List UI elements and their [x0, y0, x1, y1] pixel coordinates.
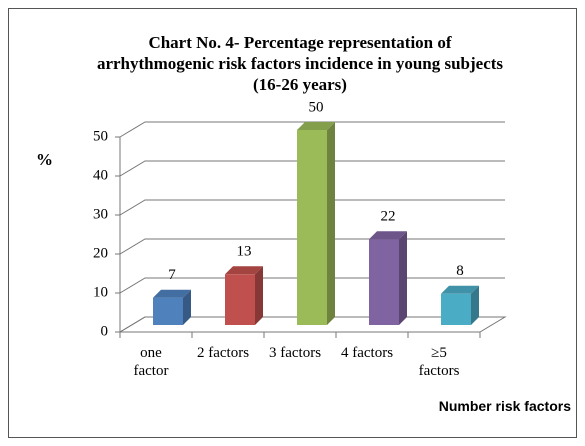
bar-side — [183, 289, 191, 325]
bar-side — [255, 266, 263, 325]
bar-top — [369, 231, 407, 240]
x-axis-label: Number risk factors — [438, 398, 571, 414]
bar-top — [225, 266, 263, 275]
data-label: 8 — [456, 263, 464, 279]
bar-front — [225, 274, 255, 325]
y-tick-label: 10 — [93, 284, 108, 300]
data-label: 22 — [381, 209, 396, 225]
bar-front — [297, 130, 327, 325]
grid-line — [119, 199, 505, 216]
x-tick-label: 3 factors — [268, 345, 322, 361]
data-label: 13 — [237, 244, 252, 260]
bar-front — [441, 293, 471, 325]
data-label: 7 — [168, 267, 176, 283]
chart-title: Chart No. 4- Percentage representation o… — [96, 33, 504, 94]
grid-line — [119, 121, 505, 138]
y-tick-label: 0 — [101, 323, 109, 339]
bar-front — [369, 239, 399, 325]
data-label: 50 — [309, 99, 324, 115]
grid-line — [119, 160, 505, 177]
y-tick-label: 30 — [93, 206, 108, 222]
y-axis-label: % — [36, 150, 53, 169]
bar-top — [297, 122, 335, 130]
x-tick-label: ≥5 factors — [418, 345, 460, 379]
bar-side — [471, 285, 479, 325]
bar-top — [441, 285, 479, 294]
bar-side — [399, 231, 407, 325]
y-tick-label: 20 — [93, 245, 108, 261]
y-tick-label: 40 — [93, 167, 108, 183]
x-tick-label: one factor — [133, 345, 169, 379]
bar-front — [153, 297, 183, 325]
bar-top — [153, 289, 191, 298]
bar-side — [327, 122, 335, 325]
y-tick-label: 50 — [93, 128, 108, 144]
chart-frame — [8, 8, 577, 438]
x-tick-label: 2 factors — [196, 345, 250, 361]
x-tick-label: 4 factors — [340, 345, 394, 361]
